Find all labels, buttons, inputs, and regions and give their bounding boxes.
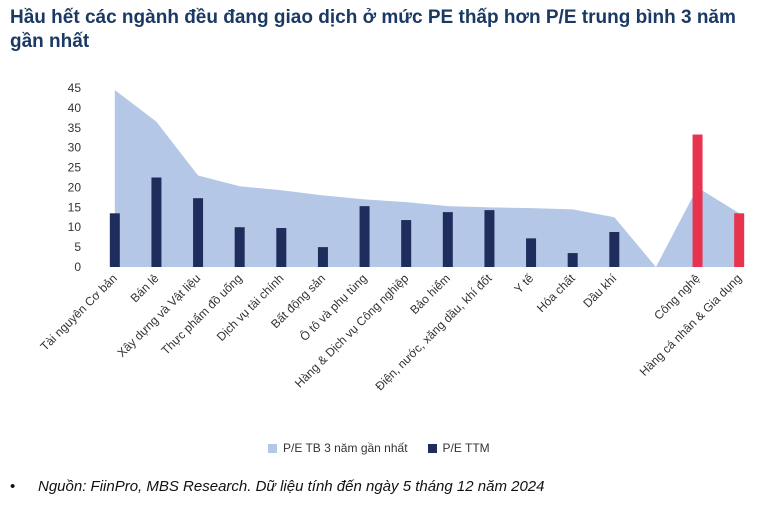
bar-pe-ttm — [234, 227, 245, 267]
bar-pe-ttm — [359, 206, 370, 267]
bar-pe-ttm — [193, 198, 204, 267]
bar-layer — [109, 134, 745, 267]
legend-label-area: P/E TB 3 năm gần nhất — [283, 441, 408, 455]
bar-pe-ttm — [567, 253, 578, 267]
bar-pe-ttm — [609, 231, 620, 267]
bar-pe-ttm — [442, 212, 453, 267]
bar-pe-ttm — [401, 220, 412, 267]
source-text: Nguồn: FiinPro, MBS Research. Dữ liệu tí… — [38, 478, 545, 495]
x-tick-label: Thực phẩm đồ uống — [158, 271, 244, 357]
y-tick-label: 20 — [68, 180, 82, 194]
bar-pe-ttm — [734, 213, 745, 267]
x-tick-label: Hóa chất — [534, 271, 578, 315]
source-bullet: • — [10, 478, 16, 495]
legend: P/E TB 3 năm gần nhất P/E TTM — [268, 441, 490, 455]
x-tick-label: Dầu khí — [580, 271, 620, 311]
area-layer — [114, 89, 740, 267]
legend-swatch-bar — [427, 443, 437, 453]
y-tick-label: 0 — [74, 260, 81, 274]
y-tick-label: 5 — [74, 240, 81, 254]
legend-item-area: P/E TB 3 năm gần nhất — [268, 441, 408, 455]
y-tick-label: 30 — [68, 141, 82, 155]
bar-pe-ttm — [526, 238, 537, 267]
y-tick-label: 45 — [68, 81, 82, 95]
y-tick-label: 40 — [68, 101, 82, 115]
chart-plot: 0 5 10 15 20 25 30 35 40 45 Tài nguyên Cơ bản Bán … — [37, 81, 745, 394]
x-tick-label: Tài nguyên Cơ bản — [37, 271, 119, 353]
legend-swatch-area — [268, 443, 277, 453]
x-tick-label: Bán lẻ — [128, 271, 162, 305]
y-tick-label: 15 — [68, 200, 82, 214]
y-axis: 0 5 10 15 20 25 30 35 40 45 — [68, 81, 82, 274]
bar-pe-ttm — [276, 228, 287, 267]
y-tick-label: 25 — [68, 161, 82, 175]
area-series-pe-3y-avg — [114, 89, 740, 267]
chart-title: Hầu hết các ngành đều đang giao dịch ở m… — [10, 7, 736, 52]
bar-pe-ttm — [484, 210, 495, 267]
bar-pe-ttm — [151, 177, 162, 267]
bar-pe-ttm — [692, 134, 703, 267]
bar-pe-ttm — [317, 247, 328, 267]
x-tick-label: Y tế — [511, 271, 536, 296]
bar-pe-ttm — [109, 213, 120, 267]
legend-label-bar: P/E TTM — [442, 441, 490, 455]
legend-item-bar: P/E TTM — [427, 441, 490, 455]
y-tick-label: 35 — [68, 121, 82, 135]
y-tick-label: 10 — [68, 220, 82, 234]
source-note: • Nguồn: FiinPro, MBS Research. Dữ liệu t… — [10, 478, 544, 495]
